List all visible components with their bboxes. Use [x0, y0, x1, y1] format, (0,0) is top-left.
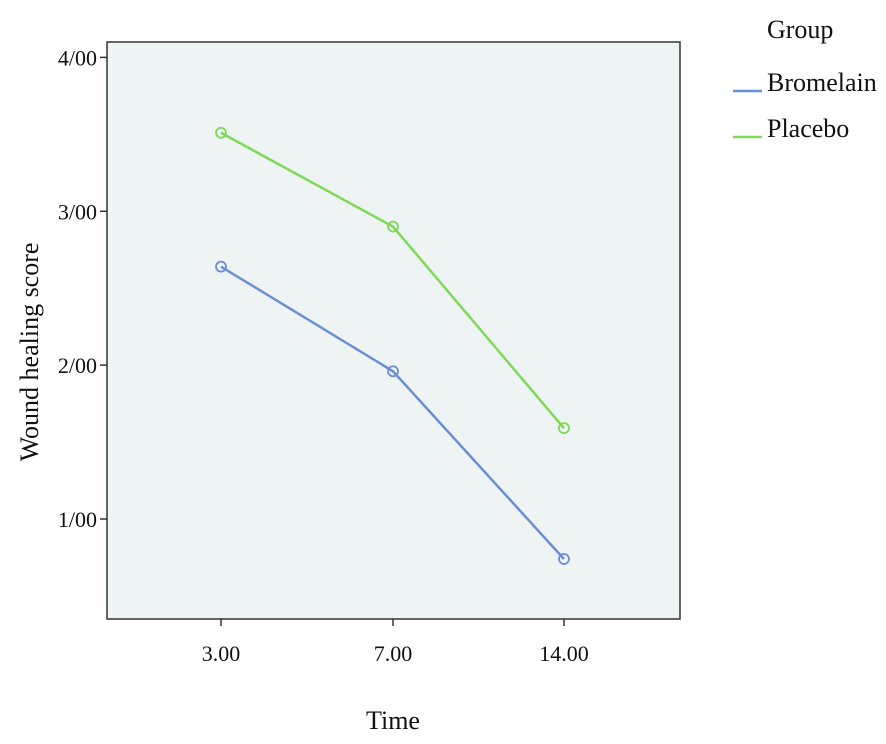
x-tick-label: 7.00 — [374, 641, 413, 666]
series-line — [220, 131, 565, 430]
series-bromelain — [215, 260, 570, 565]
legend: Group Bromelain Placebo — [733, 15, 877, 143]
data-point — [387, 365, 399, 378]
x-tick-label: 14.00 — [539, 641, 589, 666]
y-tick-label: 2/00 — [58, 353, 97, 378]
series-line — [220, 265, 565, 560]
legend-label: Bromelain — [767, 68, 877, 97]
series-placebo — [215, 126, 570, 435]
x-axis-title: Time — [366, 706, 420, 735]
x-axis: 3.00 7.00 14.00 — [202, 619, 589, 666]
x-tick-label: 3.00 — [202, 641, 241, 666]
y-axis-title: Wound healing score — [15, 243, 44, 462]
legend-label: Placebo — [767, 114, 849, 143]
data-point — [558, 553, 570, 565]
series-layer — [215, 126, 570, 565]
y-tick-label: 3/00 — [58, 199, 97, 224]
y-axis: 1/00 2/00 3/00 4/00 — [58, 45, 107, 532]
y-tick-label: 1/00 — [58, 507, 97, 532]
data-point — [558, 422, 570, 435]
legend-title: Group — [767, 15, 833, 44]
data-point — [215, 260, 227, 273]
plot-area — [106, 41, 681, 620]
y-tick-label: 4/00 — [58, 45, 97, 70]
data-point — [215, 126, 227, 139]
data-point — [387, 220, 399, 233]
